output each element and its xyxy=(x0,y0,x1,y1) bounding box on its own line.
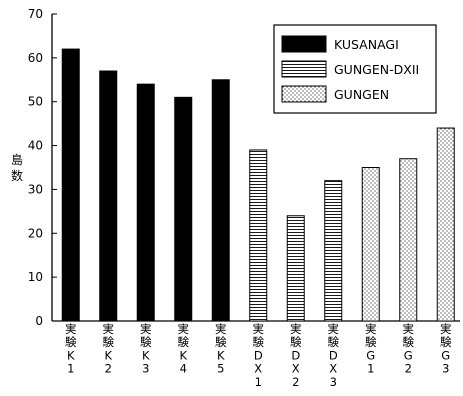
bar xyxy=(399,158,418,322)
bar xyxy=(211,79,230,322)
x-tick-label: 験 xyxy=(103,335,115,349)
x-tick-label: 1 xyxy=(255,375,262,389)
bar xyxy=(286,215,305,322)
x-tick-label: 3 xyxy=(142,362,149,376)
bar xyxy=(174,96,193,322)
legend-label: GUNGEN xyxy=(334,87,389,102)
x-tick-label: X xyxy=(292,362,300,376)
bar xyxy=(436,127,455,322)
x-tick-label: 験 xyxy=(140,335,152,349)
x-tick-label: 2 xyxy=(292,375,299,389)
x-tick-label: 験 xyxy=(290,335,302,349)
x-tick-label: 実 xyxy=(140,322,152,336)
x-tick-label: 4 xyxy=(180,362,187,376)
x-tick-label: D xyxy=(291,348,300,362)
x-tick-label: 験 xyxy=(178,335,190,349)
x-tick-label: 験 xyxy=(253,335,265,349)
y-tick-label: 30 xyxy=(28,182,43,196)
x-tick-label: X xyxy=(254,362,262,376)
x-tick-label: 実 xyxy=(215,322,227,336)
y-tick-label: 70 xyxy=(28,7,43,21)
x-tick-label: D xyxy=(254,348,263,362)
x-tick-label: 1 xyxy=(367,362,374,376)
legend-swatch xyxy=(281,35,327,53)
legend-swatch xyxy=(281,85,327,103)
x-tick-label: 実 xyxy=(365,322,377,336)
x-tick-label: K xyxy=(67,348,75,362)
legend-label: KUSANAGI xyxy=(334,37,399,52)
y-axis-label-char: 数 xyxy=(11,168,23,183)
x-tick-label: 2 xyxy=(405,362,412,376)
y-tick-label: 0 xyxy=(35,314,43,328)
x-tick-label: 5 xyxy=(217,362,224,376)
x-tick-label: K xyxy=(179,348,187,362)
x-tick-label: 実 xyxy=(328,322,340,336)
bar xyxy=(249,149,268,322)
plot-area: 010203040506070島数実験K1実験K2実験K3実験K4実験K5実験D… xyxy=(11,7,460,389)
x-tick-label: G xyxy=(404,348,413,362)
x-tick-label: 験 xyxy=(403,335,415,349)
x-tick-label: 実 xyxy=(290,322,302,336)
x-tick-label: 験 xyxy=(215,335,227,349)
y-tick-label: 10 xyxy=(28,270,43,284)
y-axis-label-char: 島 xyxy=(11,152,23,167)
y-tick-label: 50 xyxy=(28,95,43,109)
x-tick-label: 3 xyxy=(330,375,337,389)
x-tick-label: 1 xyxy=(67,362,74,376)
bar xyxy=(99,70,118,322)
x-tick-label: 実 xyxy=(440,322,452,336)
x-tick-label: 験 xyxy=(65,335,77,349)
y-tick-label: 60 xyxy=(28,51,43,65)
x-tick-label: G xyxy=(441,348,450,362)
x-tick-label: 験 xyxy=(365,335,377,349)
legend-label: GUNGEN-DXII xyxy=(334,62,419,77)
bar xyxy=(136,83,155,322)
x-tick-label: 実 xyxy=(403,322,415,336)
x-tick-label: G xyxy=(366,348,375,362)
x-tick-label: 験 xyxy=(440,335,452,349)
x-tick-label: 実 xyxy=(178,322,190,336)
x-tick-label: K xyxy=(217,348,225,362)
x-tick-label: 3 xyxy=(442,362,449,376)
x-tick-label: X xyxy=(329,362,337,376)
x-tick-label: K xyxy=(104,348,112,362)
legend-swatch xyxy=(281,60,327,78)
x-tick-label: 験 xyxy=(328,335,340,349)
x-tick-label: K xyxy=(142,348,150,362)
bar xyxy=(361,167,380,322)
bar xyxy=(324,180,343,322)
x-tick-label: 実 xyxy=(103,322,115,336)
x-tick-label: 2 xyxy=(105,362,112,376)
y-tick-label: 40 xyxy=(28,139,43,153)
x-tick-label: 実 xyxy=(65,322,77,336)
x-tick-label: 実 xyxy=(253,322,265,336)
x-tick-label: D xyxy=(329,348,338,362)
y-tick-label: 20 xyxy=(28,226,43,240)
legend: KUSANAGI GUNGEN-DXII GUNGEN xyxy=(273,24,437,114)
bar xyxy=(61,48,80,322)
